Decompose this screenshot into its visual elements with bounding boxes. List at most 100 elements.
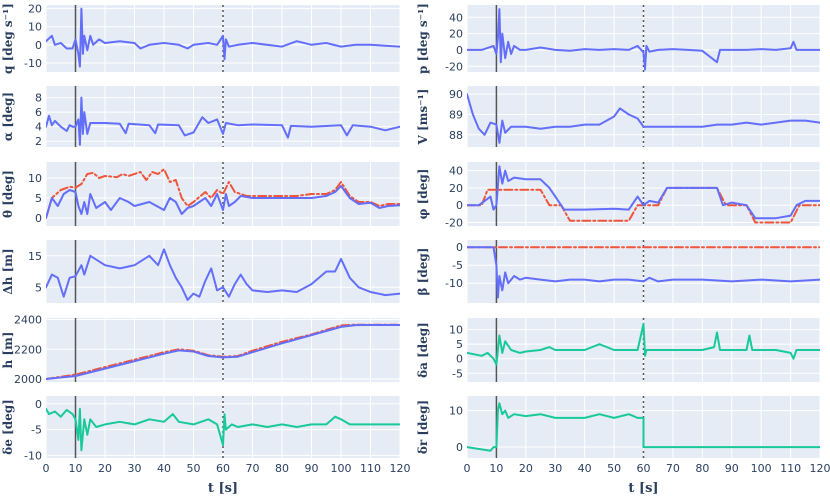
y-tick-label: 40 <box>449 11 463 24</box>
y-tick-label: 0 <box>456 44 463 57</box>
y-axis-label: h [m] <box>1 332 15 369</box>
y-tick-label: 40 <box>449 165 463 178</box>
x-tick-label: 60 <box>637 462 651 475</box>
x-tick-label: 40 <box>157 462 171 475</box>
x-tick-label: 100 <box>331 462 352 475</box>
panel-V: 88 89 90 V [ms⁻¹] <box>416 86 821 147</box>
y-tick-label: -10 <box>24 449 42 462</box>
y-axis-label: β [deg] <box>416 248 430 296</box>
y-tick-label: -10 <box>24 57 42 70</box>
panel-p: -20 0 20 40 p [deg s⁻¹] <box>416 3 821 74</box>
x-tick-label: 50 <box>187 462 201 475</box>
y-tick-label: 10 <box>28 21 42 34</box>
y-tick-label: -20 <box>445 60 463 73</box>
series-alpha <box>46 96 400 146</box>
y-axis-label: Δh [m] <box>1 248 15 294</box>
y-tick-label: 2400 <box>14 313 42 326</box>
y-tick-label: 6 <box>35 106 42 119</box>
y-tick-label: 4 <box>35 121 42 134</box>
y-axis-label: p [deg s⁻¹] <box>416 3 430 74</box>
x-tick-label: 100 <box>751 462 772 475</box>
y-tick-label: 2 <box>35 135 42 148</box>
y-tick-label: 5 <box>35 192 42 205</box>
series-phi <box>467 165 820 220</box>
series-theta_ref <box>46 168 400 219</box>
series-phi_ref <box>467 186 820 224</box>
y-tick-label: 8 <box>35 92 42 105</box>
y-tick-label: -5 <box>452 259 463 272</box>
series-V <box>467 93 820 144</box>
x-tick-label: 70 <box>246 462 260 475</box>
y-tick-label: 0 <box>35 212 42 225</box>
y-tick-label: 0 <box>456 441 463 454</box>
series-theta <box>46 185 400 219</box>
panel-h: 2000 2200 2400 h [m] <box>1 313 401 386</box>
y-tick-label: 20 <box>449 28 463 41</box>
y-tick-label: 0 <box>35 39 42 52</box>
y-tick-label: 10 <box>28 172 42 185</box>
y-axis-label: α [deg] <box>1 92 15 141</box>
series-beta <box>467 246 820 299</box>
y-tick-label: 5 <box>35 281 42 294</box>
series-delta_a <box>467 322 820 366</box>
y-tick-label: 20 <box>449 182 463 195</box>
y-axis-label: δr [deg] <box>416 400 430 454</box>
series-p <box>467 8 820 71</box>
x-axis-label: t [s] <box>628 481 658 496</box>
panel-phi: -20 0 20 40 φ [deg] <box>416 162 821 230</box>
panel-alpha: 24 68 α [deg] <box>1 86 401 148</box>
y-axis-label: δe [deg] <box>1 399 15 455</box>
panel-dh: 5 15 Δh [m] <box>1 240 401 303</box>
x-tick-label: 80 <box>275 462 289 475</box>
series-delta_r <box>467 402 820 452</box>
x-tick-label: 0 <box>43 462 50 475</box>
series-h <box>46 324 400 380</box>
x-tick-label: 0 <box>464 462 471 475</box>
panel-da: -50 510 δa [deg] <box>416 318 821 382</box>
y-tick-label: 2000 <box>14 373 42 386</box>
y-tick-label: 10 <box>449 405 463 418</box>
x-tick-label: 110 <box>780 462 801 475</box>
series-dh <box>46 248 400 301</box>
panel-de: -10 -5 0 δe [deg] 0 10 20 30 40 50 60 70 80 90 100 110 1… <box>1 396 411 496</box>
y-tick-label: 15 <box>28 250 42 263</box>
y-tick-label: 0 <box>35 398 42 411</box>
x-tick-label: 60 <box>216 462 230 475</box>
panel-beta: -10 -5 0 β [deg] <box>416 240 821 303</box>
y-tick-label: 0 <box>456 199 463 212</box>
y-axis-label: V [ms⁻¹] <box>416 89 430 146</box>
x-tick-label: 40 <box>578 462 592 475</box>
y-tick-label: 88 <box>449 129 463 142</box>
x-tick-label: 110 <box>360 462 381 475</box>
panel-theta: 0 5 10 θ [deg] <box>1 162 401 226</box>
x-tick-label: 120 <box>390 462 411 475</box>
x-tick-label: 30 <box>128 462 142 475</box>
x-tick-label: 90 <box>305 462 319 475</box>
y-axis-label: δa [deg] <box>416 322 430 378</box>
y-axis-label: θ [deg] <box>1 170 15 218</box>
x-tick-label: 10 <box>69 462 83 475</box>
x-tick-label: 30 <box>548 462 562 475</box>
x-tick-label: 20 <box>98 462 112 475</box>
y-axis-label: q [deg s⁻¹] <box>1 3 15 74</box>
series-q <box>46 7 400 68</box>
y-tick-label: 0 <box>456 241 463 254</box>
y-tick-label: -10 <box>445 277 463 290</box>
y-tick-label: 5 <box>456 338 463 351</box>
y-tick-label: 20 <box>28 3 42 16</box>
y-axis-label: φ [deg] <box>416 169 430 220</box>
panel-dr: 0 10 δr [deg] 0 10 20 30 40 50 60 70 80 90 100 110 120 t… <box>416 396 830 496</box>
x-tick-label: 80 <box>695 462 709 475</box>
y-tick-label: 0 <box>456 353 463 366</box>
y-tick-label: -20 <box>445 217 463 230</box>
y-tick-label: 2200 <box>14 343 42 356</box>
y-tick-label: 10 <box>449 324 463 337</box>
x-tick-label: 20 <box>519 462 533 475</box>
y-tick-label: -5 <box>452 367 463 380</box>
y-tick-label: 89 <box>449 108 463 121</box>
y-tick-label: 90 <box>449 88 463 101</box>
x-tick-label: 120 <box>810 462 830 475</box>
y-tick-label: -5 <box>31 424 42 437</box>
x-tick-label: 70 <box>666 462 680 475</box>
